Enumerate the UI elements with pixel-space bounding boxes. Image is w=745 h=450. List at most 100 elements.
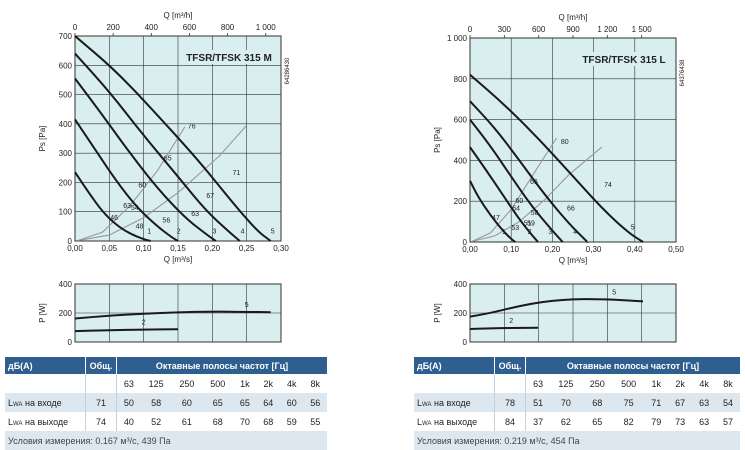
inlet-row: LWA на входе 71 50 58 60 65 65 64 60 56: [5, 393, 327, 412]
freq-cell: 2k: [263, 378, 274, 389]
y-tick-label: 200: [454, 197, 468, 206]
freq-cell: 125: [148, 378, 164, 389]
freq-row: 63 125 250 500 1k 2k 4k 8k: [5, 374, 327, 393]
curve-annotation: 80: [561, 139, 569, 146]
total-header: Общ.: [494, 357, 526, 374]
x-tick-label: 0,00: [462, 245, 478, 254]
curve-annotation: 3: [212, 229, 216, 236]
y-tick-label: 400: [454, 156, 468, 165]
freq-cell: 250: [179, 378, 195, 389]
inlet-value: 65: [202, 393, 234, 412]
y-tick-label: 200: [454, 309, 468, 318]
series-label: 5: [245, 302, 249, 309]
x-tick-label: 0,05: [102, 244, 118, 253]
curve-annotation: 76: [188, 123, 196, 130]
inlet-value: 70: [550, 393, 582, 412]
chart-title: TFSR/TFSK 315 M: [186, 53, 272, 64]
series-line-2: [469, 326, 538, 330]
y-tick-label: 100: [59, 208, 73, 217]
curve-annotation: 4: [573, 229, 577, 236]
freq-cell: 1k: [240, 378, 250, 389]
inlet-value: 75: [612, 393, 645, 412]
x2-axis-label: Q [m³/h]: [559, 13, 588, 22]
outlet-value: 55: [310, 416, 321, 427]
inlet-value: 56: [303, 393, 327, 412]
curve-annotation: 5: [271, 229, 275, 236]
curve-annotation: 53: [511, 225, 519, 232]
x2-tick-label: 1 500: [632, 25, 653, 34]
curve-annotation: 4: [241, 229, 245, 236]
series-line-3: [469, 118, 564, 243]
conditions-row: Условия измерения: 0.167 м³/с, 439 Па: [5, 431, 327, 450]
dba-header: дБ(A): [414, 357, 495, 374]
x2-tick-label: 1 200: [597, 25, 618, 34]
outlet-value: 57: [723, 416, 734, 427]
curve-annotation: 74: [604, 182, 612, 189]
outlet-total: 74: [85, 412, 117, 431]
y-tick-label: 0: [463, 338, 468, 347]
x-axis-label: Q [m³/s]: [164, 255, 192, 264]
table-header-row: дБ(A) Общ. Октавные полосы частот [Гц]: [5, 357, 327, 374]
curve-annotation: 66: [567, 205, 575, 212]
curve-annotation: 56: [162, 217, 170, 224]
x2-tick-label: 600: [532, 25, 546, 34]
outlet-value: 59: [286, 416, 297, 427]
curve-annotation: 66: [530, 179, 538, 186]
inlet-value: 68: [581, 393, 613, 412]
inlet-value: 58: [140, 393, 172, 412]
series-label: 2: [142, 320, 146, 327]
curve-annotation: 46: [110, 215, 118, 222]
curve-annotation: 63: [191, 211, 199, 218]
octave-header: Октавные полосы частот [Гц]: [525, 357, 740, 374]
outlet-value: 40: [123, 416, 134, 427]
y-tick-label: 300: [59, 149, 73, 158]
x2-tick-label: 1 000: [256, 23, 277, 32]
octave-header: Октавные полосы частот [Гц]: [116, 357, 327, 374]
y-axis-label: P [W]: [433, 303, 442, 322]
dba-header: дБ(A): [5, 357, 86, 374]
curve-annotation: 64: [512, 205, 520, 212]
fan-curve-chart-m: 0,00 0,05 0,10 0,15 0,20 0,25 0,30010020030040…: [38, 11, 291, 264]
total-header: Общ.: [85, 357, 117, 374]
y-axis-label: P [W]: [38, 303, 47, 322]
outlet-value: 70: [239, 416, 250, 427]
outlet-value: 61: [181, 416, 192, 427]
x2-tick-label: 900: [566, 25, 580, 34]
x-tick-label: 0,20: [545, 245, 561, 254]
curve-annotation: 60: [516, 198, 524, 205]
inlet-value: 60: [171, 393, 203, 412]
y-tick-label: 0: [463, 238, 468, 247]
outlet-value: 68: [263, 416, 274, 427]
power-chart-l: 0 200 400 P [W] 2 5: [433, 280, 677, 347]
x2-tick-label: 600: [183, 23, 197, 32]
curve-annotation: 2: [528, 229, 532, 236]
outlet-value: 68: [212, 416, 223, 427]
curve-annotation: 59: [527, 220, 535, 227]
conditions-text: Условия измерения: 0.167 м³/с, 439 Па: [5, 431, 327, 450]
outlet-value: 63: [699, 416, 710, 427]
iso-line: [78, 124, 248, 241]
x2-axis-label: Q [m³/h]: [164, 11, 193, 20]
outlet-label: LWA на выходе: [5, 412, 86, 431]
table-header-row: дБ(A) Общ. Октавные полосы частот [Гц]: [414, 357, 740, 374]
curve-annotation: 63: [123, 203, 131, 210]
outlet-row: LWA на выходе 84 37 62 65 82 79 73 63 57: [414, 412, 740, 431]
y-tick-label: 800: [454, 75, 468, 84]
inlet-label: LWA на входе: [5, 393, 86, 412]
y-tick-label: 0: [68, 338, 73, 347]
y-tick-label: 600: [59, 61, 73, 70]
x-axis-label: Q [m³/s]: [559, 256, 587, 265]
sound-table-l: дБ(A) Общ. Октавные полосы частот [Гц] 6…: [414, 357, 740, 450]
freq-cell: 125: [558, 378, 574, 389]
x2-tick-label: 0: [468, 25, 473, 34]
freq-cell: 63: [123, 378, 134, 389]
series-line-5: [74, 35, 272, 242]
freq-cell: 2k: [675, 378, 685, 389]
series-line-5: [469, 73, 644, 243]
y-tick-label: 600: [454, 116, 468, 125]
y-tick-label: 1 000: [447, 34, 468, 43]
curve-annotation: 71: [232, 170, 240, 177]
outlet-total: 84: [494, 412, 526, 431]
x-tick-label: 0,15: [170, 244, 186, 253]
curve-annotation: 51: [524, 220, 532, 227]
